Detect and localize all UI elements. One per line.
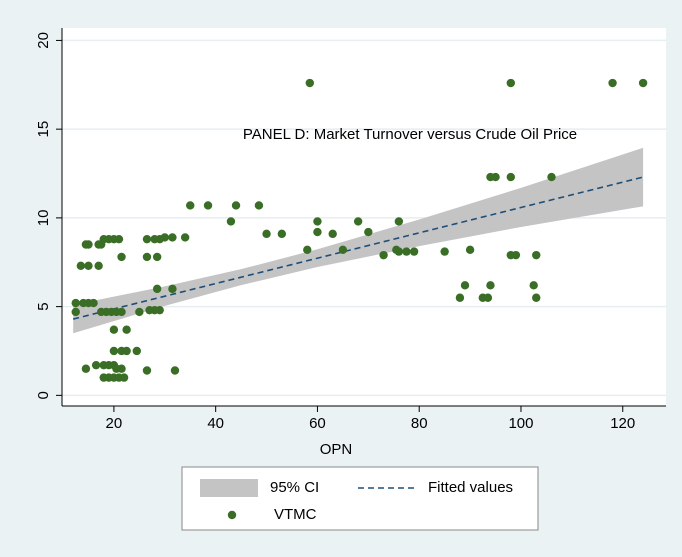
y-tick-label: 15 [35,121,52,138]
ticks: 0 5 10 15 20 20 40 60 80 100 120 [35,32,635,432]
point [109,325,119,334]
point [84,261,93,271]
point [364,227,373,237]
point [313,227,322,237]
point [96,240,106,249]
point [460,281,470,290]
point [114,234,124,244]
x-axis-title: OPN [320,441,353,458]
x-tick-label: 80 [411,415,428,432]
point [638,78,648,88]
point [168,233,177,242]
point [402,247,411,256]
point [71,307,80,317]
point [152,252,162,262]
point [122,325,131,334]
point [313,217,322,226]
point [303,245,312,255]
point [254,201,264,210]
point [109,346,119,356]
marks [71,78,648,382]
point [168,284,177,294]
point [84,240,93,249]
x-tick-label: 120 [610,415,635,432]
legend-label: Fitted values [428,479,513,496]
point [440,247,449,256]
point [262,229,271,239]
point [142,252,152,262]
point [394,217,404,226]
point [338,245,348,255]
legend-swatch [200,479,258,497]
point [483,293,493,302]
point [277,229,287,239]
fitted-line [73,176,644,320]
y-tick-label: 10 [35,210,52,227]
legend-label: 95% CI [270,479,319,496]
point [486,281,495,290]
point [142,366,152,375]
point [135,307,144,317]
x-tick-label: 20 [106,415,123,432]
point [117,364,126,373]
point [91,360,101,370]
point [231,201,241,210]
point [155,234,164,244]
point [506,172,516,182]
point [122,346,131,356]
ci-band [73,147,644,334]
point [180,233,190,242]
point [608,78,617,88]
point [94,261,103,271]
point [328,229,337,239]
point [132,346,142,356]
point [465,245,475,255]
point [117,252,126,262]
point [409,247,419,256]
x-tick-label: 60 [309,415,326,432]
point [142,234,152,244]
point [226,217,236,226]
point [152,284,162,294]
point [81,364,91,373]
point [186,201,195,210]
legend-swatch [227,510,237,520]
point [547,172,556,182]
point [394,247,404,256]
point [71,298,80,308]
legend-label: VTMC [274,506,317,523]
y-tick-label: 0 [35,391,52,399]
point [532,250,541,260]
point [76,261,86,271]
legend [181,466,539,531]
point [353,217,363,226]
point [532,293,541,302]
x-tick-label: 100 [508,415,533,432]
x-tick-label: 40 [207,415,224,432]
y-tick-label: 20 [35,32,52,49]
point [170,366,180,375]
point [305,78,315,88]
point [119,373,129,382]
point [455,293,465,302]
point [155,305,164,315]
point [89,298,98,308]
annotation: PANEL D: Market Turnover versus Crude Oi… [243,126,577,143]
y-tick-label: 5 [35,302,52,310]
point [203,201,213,210]
point [511,250,521,260]
point [379,250,388,260]
point [506,78,516,88]
legend-items: 95% CI Fitted values VTMC [200,479,513,523]
point [529,281,538,290]
point [117,307,126,317]
point [491,172,500,182]
